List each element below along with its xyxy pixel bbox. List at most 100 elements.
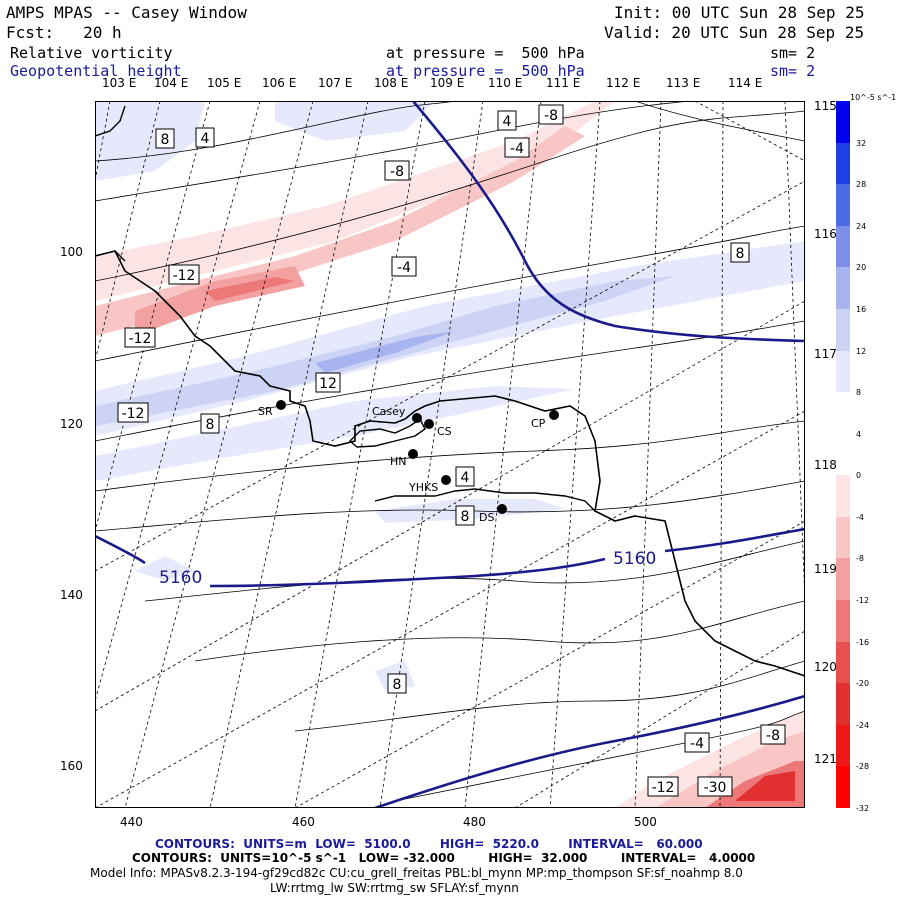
left-axis-label: 160 <box>60 759 83 773</box>
colorbar-segment <box>836 267 850 310</box>
vort-label: -12 <box>173 268 196 284</box>
colorbar <box>836 101 850 809</box>
footer-height-contours: CONTOURS: UNITS=m LOW= 5100.0 HIGH= 5220… <box>155 837 703 851</box>
top-lon-label: 110 E <box>488 76 523 90</box>
vort-label: -8 <box>766 728 780 744</box>
station-label-ds: DS <box>479 511 494 524</box>
footer-model-info: Model Info: MPASv8.2.3-194-gf29cd82c CU:… <box>90 866 743 880</box>
field1-smoothing: sm= 2 <box>770 44 816 62</box>
forecast-hour: Fcst: 20 h <box>6 23 122 42</box>
vort-label: -8 <box>544 108 558 124</box>
colorbar-tick-label: 0 <box>856 471 862 481</box>
colorbar-tick-label: -4 <box>856 512 864 522</box>
colorbar-tick-label: 8 <box>856 388 862 398</box>
station-label-cs: CS <box>437 425 452 438</box>
top-lon-label: 112 E <box>606 76 641 90</box>
colorbar-tick-label: -16 <box>856 637 870 647</box>
height-contours <box>95 101 805 808</box>
colorbar-segment <box>836 558 850 601</box>
footer-vorticity-contours: CONTOURS: UNITS=10^-5 s^-1 LOW= -32.000 … <box>132 851 756 865</box>
colorbar-segment <box>836 308 850 352</box>
init-time: Init: 00 UTC Sun 28 Sep 25 <box>614 3 865 22</box>
height-label-5160: 5160 <box>613 549 656 569</box>
station-label-casey: Casey <box>372 405 406 418</box>
colorbar-segment <box>836 392 850 435</box>
colorbar-segment <box>836 641 850 684</box>
top-lon-label: 107 E <box>318 76 353 90</box>
colorbar-segment <box>836 766 850 809</box>
field2-name: Geopotential height <box>10 62 182 80</box>
colorbar-tick-label: -28 <box>856 762 870 772</box>
station-marker-casey <box>412 413 422 423</box>
colorbar-tick-label: -12 <box>856 596 870 606</box>
colorbar-segment <box>836 516 850 559</box>
vort-label: -12 <box>652 780 675 796</box>
top-lon-label: 111 E <box>546 76 581 90</box>
colorbar-tick-label: -24 <box>856 720 870 730</box>
vorticity-contours <box>95 101 805 802</box>
top-lon-label: 104 E <box>154 76 189 90</box>
colorbar-segment <box>836 724 850 767</box>
colorbar-segment <box>836 101 850 144</box>
station-marker-cs <box>424 419 434 429</box>
vort-label: 4 <box>461 470 470 486</box>
top-lon-label: 105 E <box>207 76 242 90</box>
coastline <box>374 488 596 512</box>
coastline <box>348 417 426 448</box>
colorbar-segment <box>836 433 850 476</box>
station-marker-yhks <box>441 475 451 485</box>
stations: SR Casey CS CP HN YHKS DS <box>258 400 559 524</box>
colorbar-tick-label: -8 <box>856 554 864 564</box>
left-axis-label: 140 <box>60 588 83 602</box>
top-lon-label: 109 E <box>430 76 465 90</box>
vort-label: 8 <box>461 509 470 525</box>
vort-label: -4 <box>397 260 411 276</box>
bottom-axis-label: 480 <box>463 815 486 829</box>
vort-label: -12 <box>129 331 152 347</box>
top-lon-label: 106 E <box>262 76 297 90</box>
plot-title: AMPS MPAS -- Casey Window <box>6 3 247 22</box>
vort-label: 8 <box>161 132 170 148</box>
colorbar-tick-label: 20 <box>856 263 867 273</box>
station-label-yhks: YHKS <box>408 481 438 494</box>
colorbar-tick-label: 32 <box>856 138 867 148</box>
bottom-axis-label: 460 <box>292 815 315 829</box>
colorbar-segment <box>836 350 850 393</box>
station-marker-sr <box>276 400 286 410</box>
colorbar-segment <box>836 184 850 227</box>
field2-smoothing: sm= 2 <box>770 62 816 80</box>
footer-physics: LW:rrtmg_lw SW:rrtmg_sw SFLAY:sf_mynn <box>270 881 519 895</box>
coastline <box>95 250 805 677</box>
station-marker-hn <box>408 449 418 459</box>
top-lon-label: 108 E <box>374 76 409 90</box>
colorbar-tick-label: -20 <box>856 679 870 689</box>
colorbar-tick-label: 16 <box>856 304 867 314</box>
vort-label: 8 <box>393 677 402 693</box>
station-label-cp: CP <box>531 417 546 430</box>
station-marker-cp <box>549 410 559 420</box>
colorbar-segment <box>836 225 850 268</box>
vort-label: 4 <box>503 114 512 130</box>
vort-label: -4 <box>510 141 524 157</box>
valid-time: Valid: 20 UTC Sun 28 Sep 25 <box>604 23 865 42</box>
colorbar-tick-label: 28 <box>856 180 867 190</box>
station-label-sr: SR <box>258 405 273 418</box>
vort-label: 8 <box>206 417 215 433</box>
vort-labels: 4 8 -8 -4 8 -12 -12 -8 12 -12 4 -4 -30 -… <box>117 104 786 797</box>
vort-label: -12 <box>122 406 145 422</box>
left-axis-label: 100 <box>60 245 83 259</box>
station-label-hn: HN <box>390 455 407 468</box>
map-plot: 5160 5160 4 8 -8 -4 8 -12 -12 -8 12 -12 … <box>95 101 805 808</box>
bottom-axis-label: 440 <box>120 815 143 829</box>
vort-label: -8 <box>390 164 404 180</box>
colorbar-segment <box>836 475 850 518</box>
colorbar-segment <box>836 600 850 643</box>
top-lon-label: 113 E <box>666 76 701 90</box>
coastline <box>95 105 126 137</box>
top-lon-label: 103 E <box>102 76 137 90</box>
coastline <box>114 250 126 262</box>
colorbar-tick-label: 12 <box>856 346 867 356</box>
height-labels: 5160 5160 <box>159 549 656 588</box>
colorbar-segment <box>836 683 850 726</box>
left-axis-label: 120 <box>60 417 83 431</box>
